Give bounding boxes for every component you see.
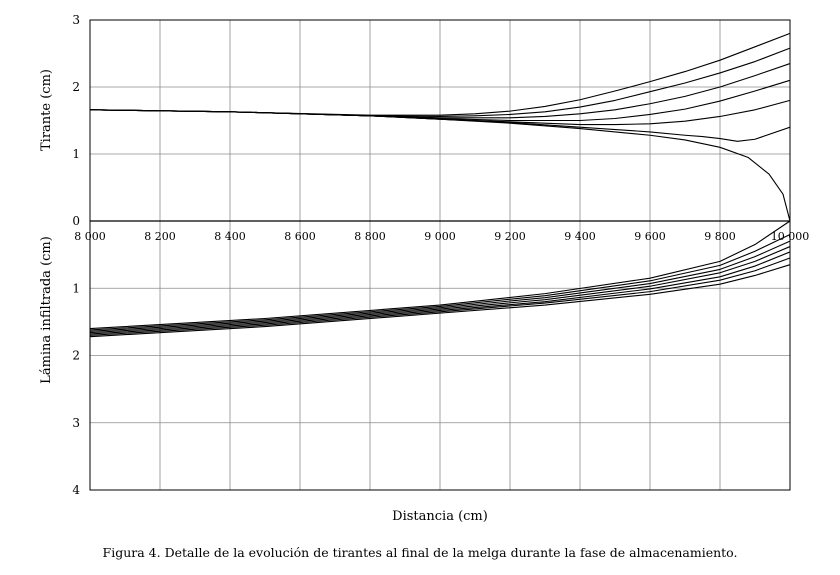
y-tick-label-bottom: 2 [72, 349, 80, 363]
axes [89, 19, 791, 491]
lamina-series-line [89, 233, 791, 331]
y-tick-label-bottom: 4 [72, 483, 80, 497]
y-tick-label-bottom: 3 [72, 416, 80, 430]
x-tick-label: 10 000 [771, 230, 810, 243]
y-tick-label-top: 2 [72, 80, 80, 94]
y-axis-label-top: Tirante (cm) [39, 69, 54, 151]
figure-caption: Figura 4. Detalle de la evolución de tir… [102, 545, 738, 560]
tirante-series-group [89, 32, 791, 222]
lamina-series-line [89, 246, 791, 334]
x-tick-label: 8 600 [284, 230, 316, 243]
x-tick-label: 9 200 [494, 230, 526, 243]
y-tick-label-top: 0 [72, 214, 80, 228]
y-axis-label-bottom: Lámina infiltrada (cm) [39, 236, 54, 384]
x-tick-label: 8 000 [74, 230, 106, 243]
y-tick-label-top: 3 [72, 13, 80, 27]
x-tick-label: 9 800 [704, 230, 736, 243]
tick-labels: 8 000 8 200 8 400 8 600 8 800 9 000 9 200 9 400… [72, 13, 809, 497]
x-tick-label: 9 600 [634, 230, 666, 243]
plot-frame [89, 19, 791, 491]
x-tick-label: 8 400 [214, 230, 246, 243]
lamina-series-line [89, 240, 791, 332]
x-tick-label: 8 800 [354, 230, 386, 243]
y-tick-label-top: 1 [72, 147, 80, 161]
lamina-series-line [89, 220, 791, 330]
x-tick-label: 8 200 [144, 230, 176, 243]
x-tick-label: 9 400 [564, 230, 596, 243]
lamina-series-line [89, 251, 791, 335]
lamina-series-line [89, 264, 791, 338]
tirante-series-line [89, 109, 791, 222]
grid-lines [89, 19, 791, 491]
y-tick-label-bottom: 1 [72, 281, 80, 295]
lamina-series-line [89, 257, 791, 336]
tirante-series-line [89, 32, 791, 116]
x-axis-label: Distancia (cm) [392, 509, 488, 524]
x-tick-label: 9 000 [424, 230, 456, 243]
lamina-series-group [89, 220, 791, 338]
